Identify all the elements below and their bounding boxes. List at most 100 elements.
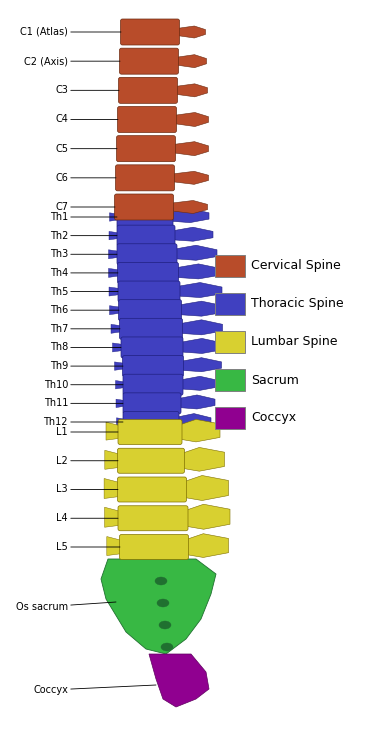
Polygon shape <box>172 201 208 214</box>
Polygon shape <box>183 447 225 471</box>
Polygon shape <box>116 399 125 408</box>
Bar <box>215 255 245 277</box>
Polygon shape <box>116 381 125 389</box>
Polygon shape <box>105 450 119 469</box>
Polygon shape <box>108 250 119 259</box>
Polygon shape <box>186 534 228 558</box>
Text: Th9: Th9 <box>50 361 123 371</box>
Polygon shape <box>186 504 230 529</box>
Ellipse shape <box>161 643 173 651</box>
Ellipse shape <box>155 577 167 585</box>
Text: Coccyx: Coccyx <box>251 411 296 425</box>
Polygon shape <box>175 113 209 127</box>
Text: L4: L4 <box>56 513 118 523</box>
Text: Sacrum: Sacrum <box>251 373 299 386</box>
Polygon shape <box>180 301 223 316</box>
Text: L2: L2 <box>56 456 118 466</box>
Polygon shape <box>108 269 119 277</box>
FancyBboxPatch shape <box>118 262 178 283</box>
Polygon shape <box>104 479 119 498</box>
Text: C2 (Axis): C2 (Axis) <box>24 56 120 66</box>
Polygon shape <box>175 84 208 97</box>
Text: L3: L3 <box>56 485 118 495</box>
Polygon shape <box>177 264 220 279</box>
Polygon shape <box>181 338 223 354</box>
Text: C7: C7 <box>55 202 115 212</box>
Text: Th6: Th6 <box>50 305 119 315</box>
Text: Os sacrum: Os sacrum <box>16 602 116 612</box>
Polygon shape <box>181 320 223 335</box>
FancyBboxPatch shape <box>116 165 175 191</box>
Polygon shape <box>110 213 119 221</box>
Ellipse shape <box>157 599 169 607</box>
FancyBboxPatch shape <box>121 337 183 358</box>
Polygon shape <box>105 507 120 527</box>
Polygon shape <box>179 395 215 409</box>
Text: C3: C3 <box>55 86 119 95</box>
Polygon shape <box>107 537 121 556</box>
Polygon shape <box>149 654 209 707</box>
Text: Thoracic Spine: Thoracic Spine <box>251 297 344 310</box>
Text: C1 (Atlas): C1 (Atlas) <box>20 27 121 37</box>
FancyBboxPatch shape <box>118 106 177 132</box>
Polygon shape <box>172 171 209 184</box>
FancyBboxPatch shape <box>117 206 173 228</box>
Polygon shape <box>177 55 206 67</box>
Text: L1: L1 <box>56 427 118 437</box>
FancyBboxPatch shape <box>123 411 179 433</box>
Polygon shape <box>175 245 217 261</box>
FancyBboxPatch shape <box>122 356 183 376</box>
Text: Th11: Th11 <box>43 398 123 408</box>
Polygon shape <box>109 287 120 296</box>
Text: Th10: Th10 <box>43 380 123 389</box>
Polygon shape <box>101 559 216 654</box>
Polygon shape <box>181 376 219 390</box>
FancyBboxPatch shape <box>119 534 189 559</box>
Text: Th2: Th2 <box>50 231 117 241</box>
Bar <box>215 369 245 391</box>
FancyBboxPatch shape <box>116 135 175 162</box>
Polygon shape <box>174 142 209 156</box>
Polygon shape <box>111 324 121 333</box>
Bar <box>215 331 245 353</box>
FancyBboxPatch shape <box>118 299 181 321</box>
Ellipse shape <box>159 621 171 629</box>
Text: Th1: Th1 <box>50 212 117 222</box>
Polygon shape <box>113 343 123 352</box>
Text: L5: L5 <box>56 542 120 552</box>
FancyBboxPatch shape <box>118 477 186 502</box>
Text: Coccyx: Coccyx <box>33 685 156 695</box>
Text: Cervical Spine: Cervical Spine <box>251 260 341 272</box>
FancyBboxPatch shape <box>118 448 184 474</box>
Polygon shape <box>116 418 125 426</box>
Polygon shape <box>178 26 206 38</box>
Polygon shape <box>184 476 228 501</box>
Polygon shape <box>106 422 120 440</box>
FancyBboxPatch shape <box>118 419 182 444</box>
Polygon shape <box>109 231 119 240</box>
Text: Th5: Th5 <box>50 286 118 296</box>
Polygon shape <box>177 414 211 427</box>
FancyBboxPatch shape <box>123 393 181 414</box>
FancyBboxPatch shape <box>118 506 188 531</box>
Bar <box>215 293 245 315</box>
Polygon shape <box>181 358 222 372</box>
Polygon shape <box>115 362 124 370</box>
FancyBboxPatch shape <box>117 225 175 246</box>
Text: Lumbar Spine: Lumbar Spine <box>251 335 338 348</box>
Polygon shape <box>110 306 121 315</box>
Polygon shape <box>180 419 220 442</box>
Text: Th12: Th12 <box>43 417 123 427</box>
Text: C4: C4 <box>55 114 118 124</box>
Polygon shape <box>178 283 222 297</box>
FancyBboxPatch shape <box>118 281 180 302</box>
Text: Th4: Th4 <box>50 268 118 278</box>
Text: C5: C5 <box>55 143 117 154</box>
Text: C6: C6 <box>55 173 116 183</box>
FancyBboxPatch shape <box>123 374 183 395</box>
FancyBboxPatch shape <box>121 19 180 45</box>
Text: Th3: Th3 <box>50 250 117 259</box>
Polygon shape <box>171 209 209 223</box>
FancyBboxPatch shape <box>115 194 174 220</box>
FancyBboxPatch shape <box>119 48 178 74</box>
